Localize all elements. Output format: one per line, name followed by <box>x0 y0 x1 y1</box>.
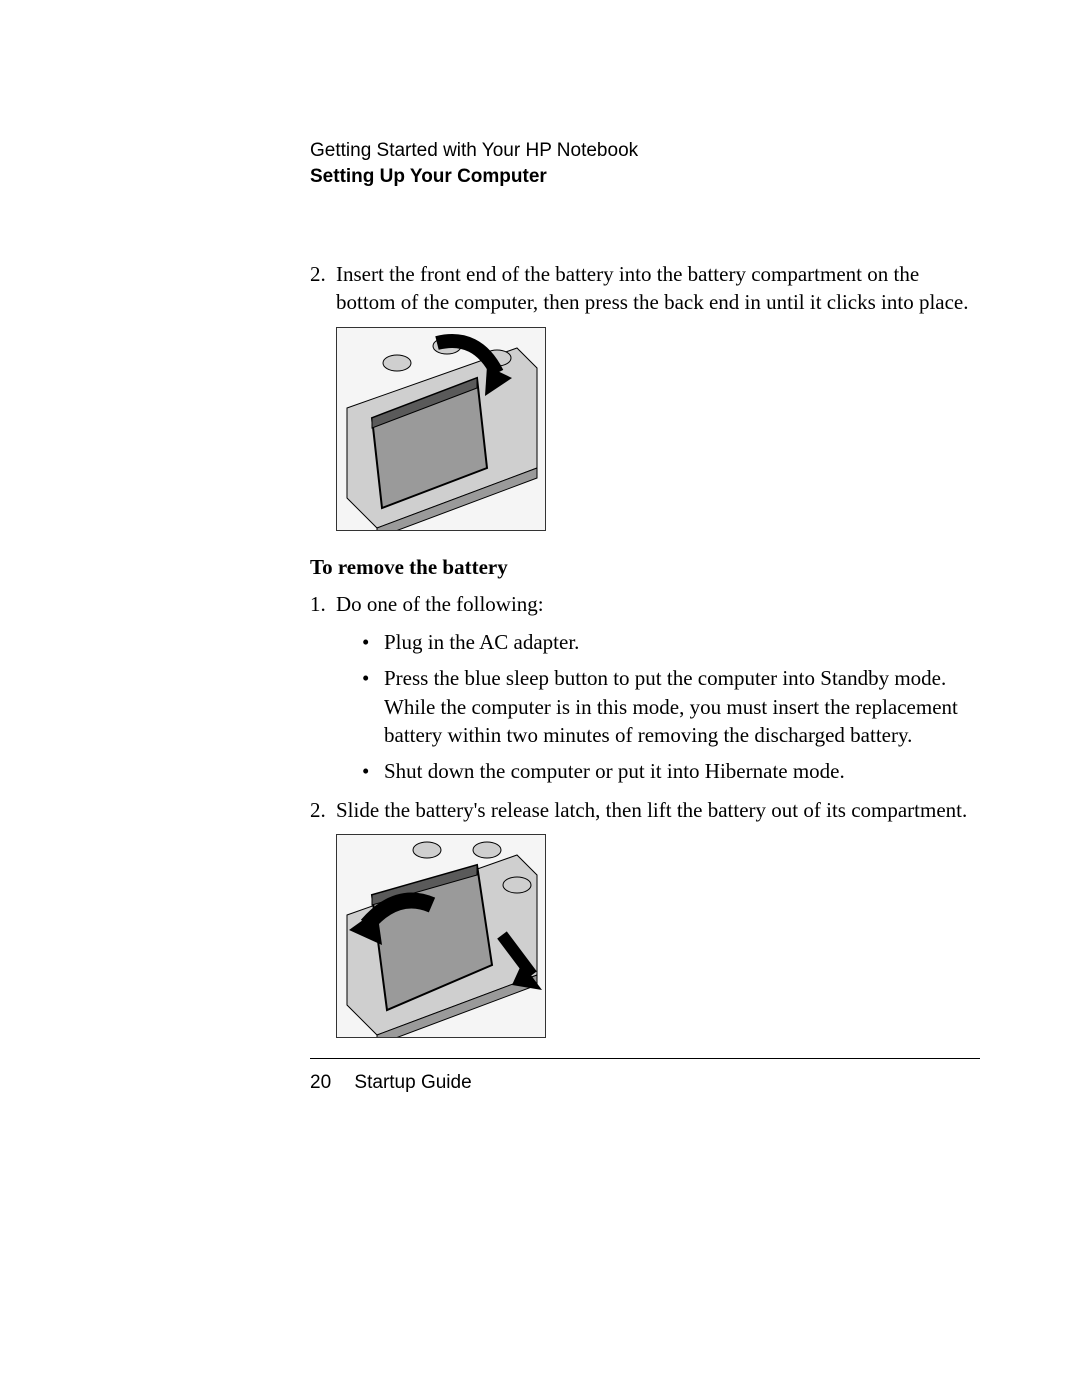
running-header-section: Setting Up Your Computer <box>310 166 980 188</box>
document-page: Getting Started with Your HP Notebook Se… <box>0 0 1080 1038</box>
page-number: 20 <box>310 1072 331 1093</box>
remove-options-list: Plug in the AC adapter. Press the blue s… <box>362 628 980 786</box>
footer-rule <box>310 1058 980 1059</box>
running-header-chapter: Getting Started with Your HP Notebook <box>310 140 980 162</box>
figure-remove-battery <box>336 834 546 1038</box>
step-number: 2. <box>310 796 336 824</box>
step-text: Slide the battery's release latch, then … <box>336 796 967 824</box>
list-item: Press the blue sleep button to put the c… <box>362 664 980 749</box>
step-number: 1. <box>310 590 336 618</box>
remove-step-2: 2. Slide the battery's release latch, th… <box>310 796 980 824</box>
subheading-remove-battery: To remove the battery <box>310 555 980 580</box>
step-text: Do one of the following: <box>336 590 544 618</box>
figure-insert-battery <box>336 327 546 531</box>
remove-step-1: 1. Do one of the following: <box>310 590 980 618</box>
footer-doc-title: Startup Guide <box>354 1072 471 1093</box>
list-item: Plug in the AC adapter. <box>362 628 980 656</box>
list-item: Shut down the computer or put it into Hi… <box>362 757 980 785</box>
install-step-2: 2. Insert the front end of the battery i… <box>310 260 980 317</box>
battery-insert-illustration <box>337 328 545 530</box>
step-number: 2. <box>310 260 336 317</box>
page-footer: 20 Startup Guide <box>310 1072 472 1094</box>
battery-remove-illustration <box>337 835 545 1037</box>
step-text: Insert the front end of the battery into… <box>336 260 980 317</box>
